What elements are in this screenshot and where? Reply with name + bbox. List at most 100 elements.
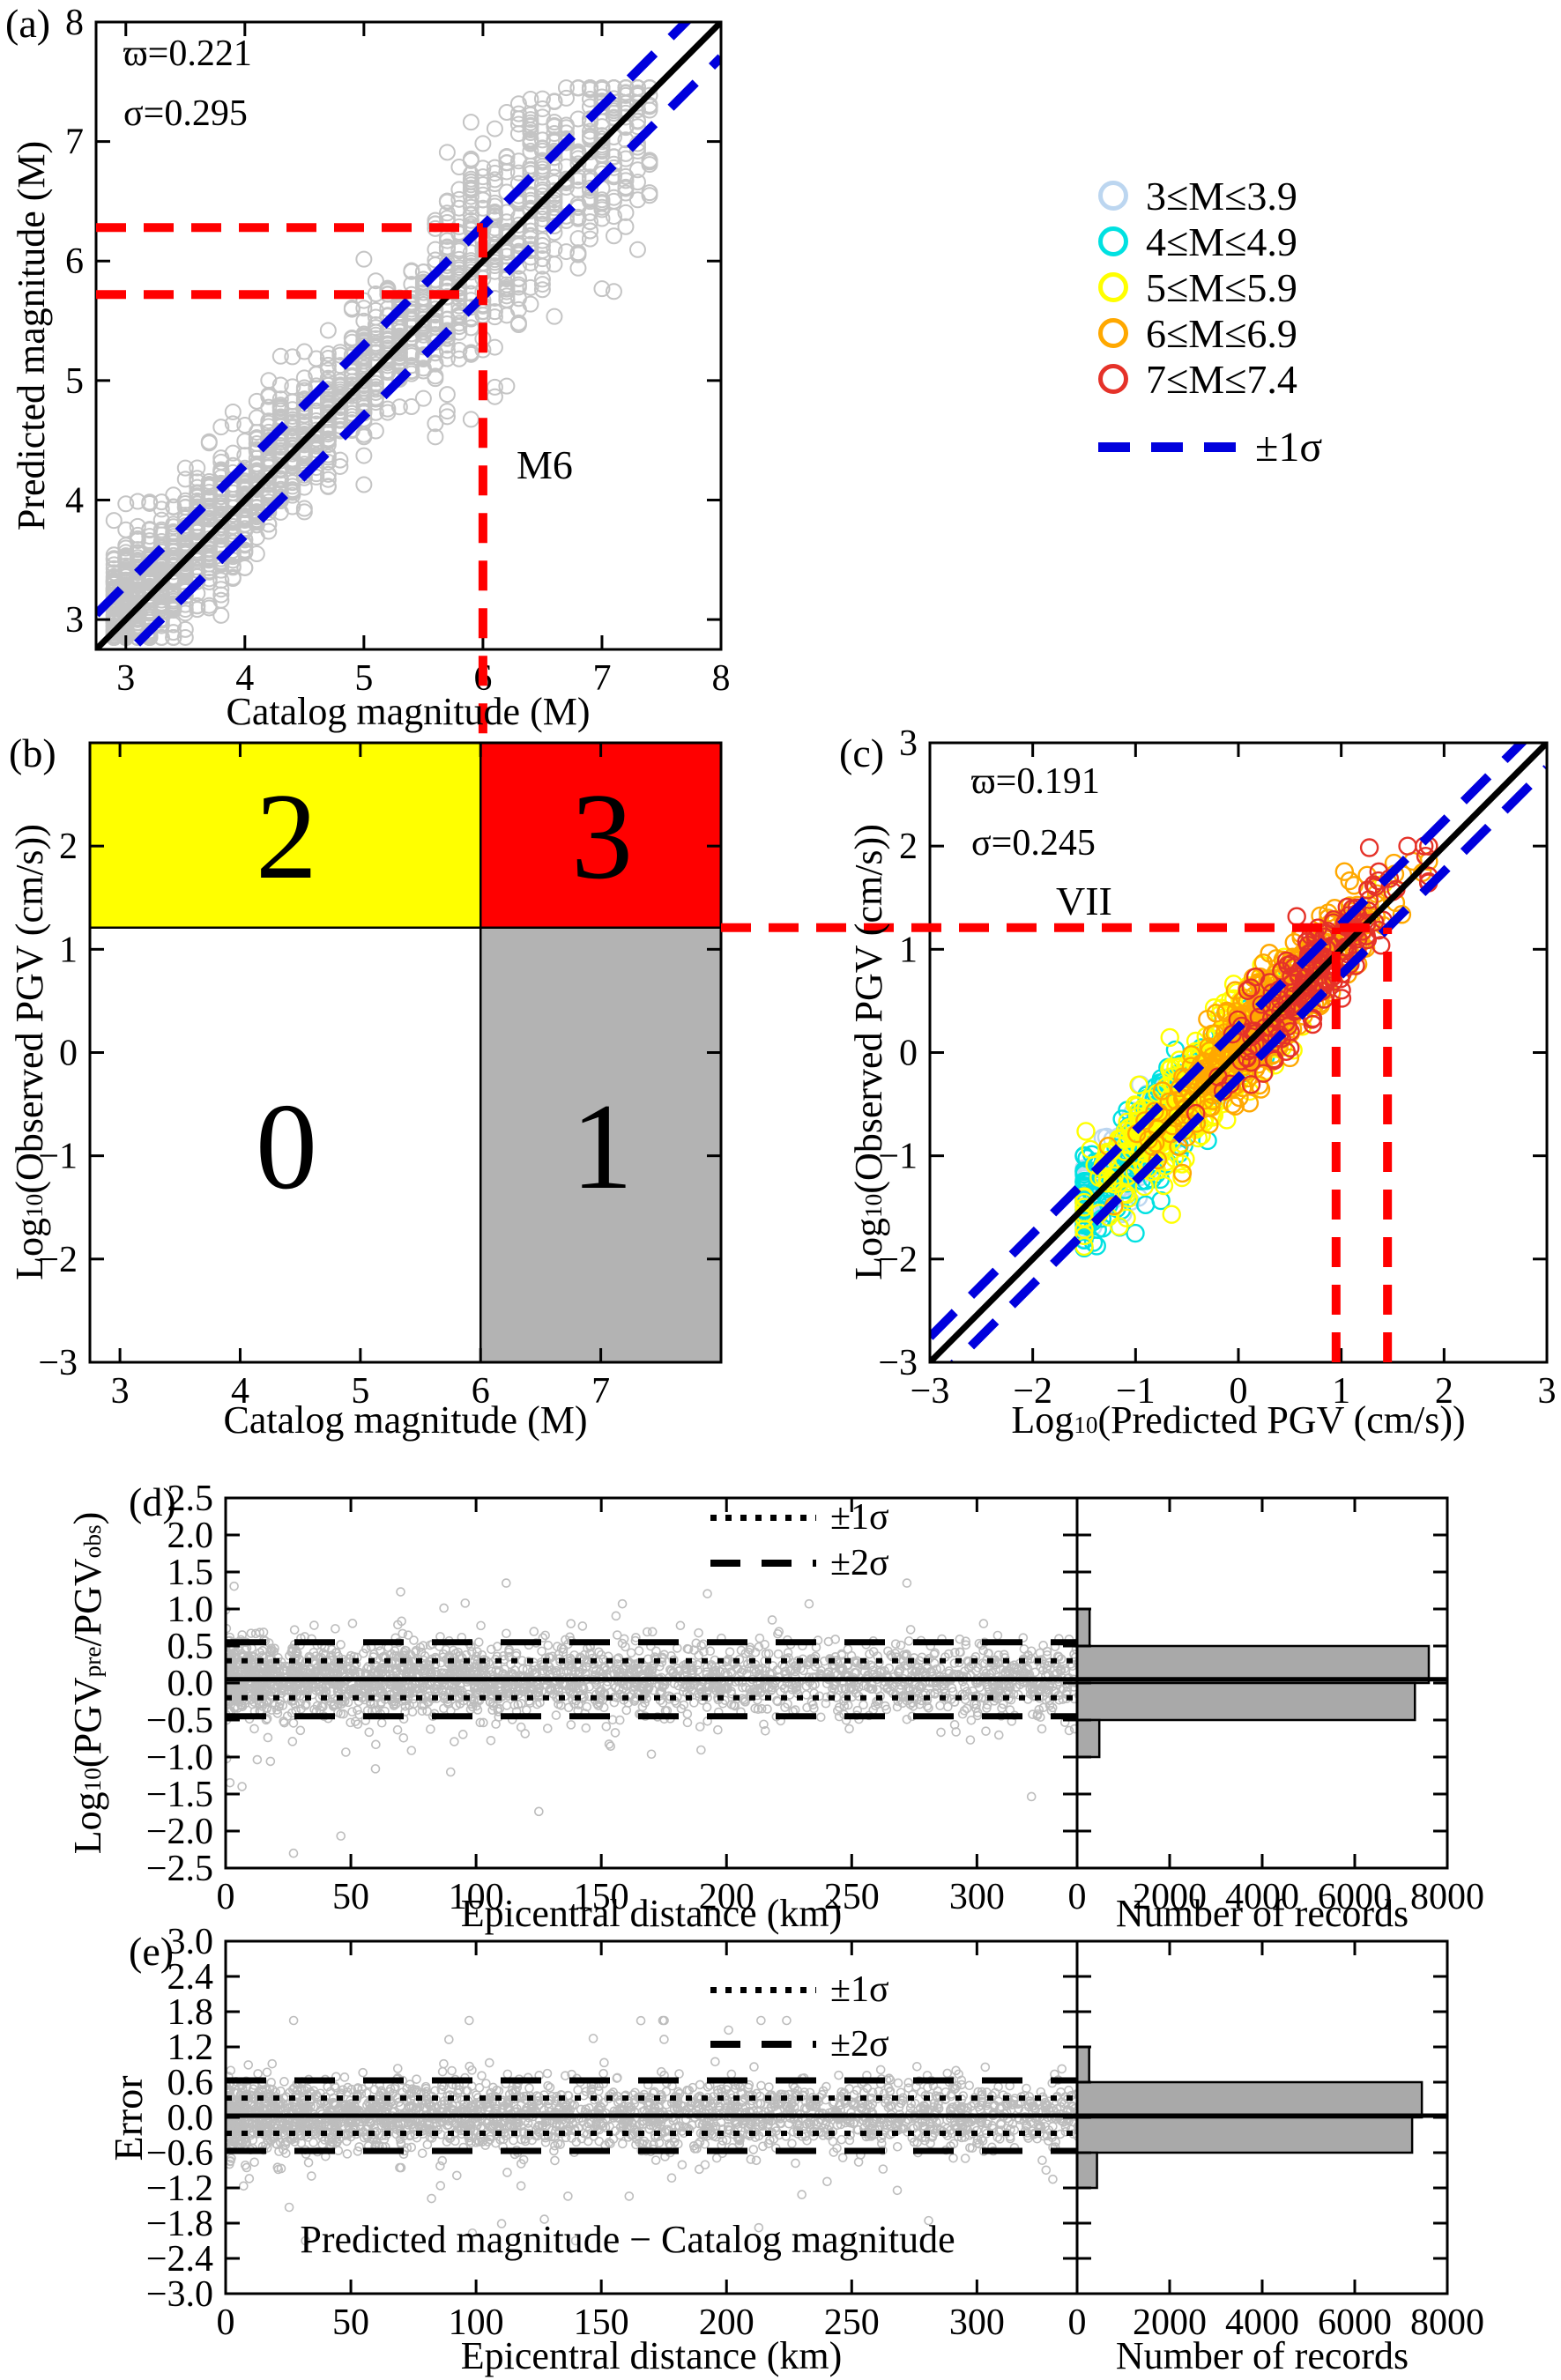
svg-text:7: 7 <box>592 658 611 699</box>
dotted-line-icon <box>710 1986 816 1993</box>
panel-b-yaxis-label: Log10(Observed PGV (cm/s)) <box>8 824 51 1280</box>
m5-ring-icon <box>1098 272 1128 302</box>
panel-d-letter: (d) <box>129 1479 176 1524</box>
svg-text:2: 2 <box>899 827 918 867</box>
svg-text:1: 1 <box>899 930 918 970</box>
panel-e-hist-xaxis-label: Number of records <box>1115 2334 1409 2377</box>
panel-b-letter: (b) <box>9 730 56 775</box>
svg-text:6: 6 <box>65 241 84 282</box>
panel-c-letter: (c) <box>839 730 885 775</box>
m3-ring-icon <box>1098 181 1128 211</box>
svg-text:8: 8 <box>65 3 84 43</box>
legend-item-m3: 3≤M≤3.9 <box>1098 173 1322 219</box>
panel-b-xaxis-label: Catalog magnitude (M) <box>223 1398 588 1442</box>
legend-item-m4: 4≤M≤4.9 <box>1098 219 1322 264</box>
hist-bar <box>1075 1644 1431 1685</box>
legend-item-m6: 6≤M≤6.9 <box>1098 310 1322 356</box>
panel-b-quadrant-2: 2 <box>256 768 317 905</box>
region-1 <box>480 927 721 1362</box>
svg-text:0: 0 <box>59 1034 78 1074</box>
m7-ring-icon <box>1098 364 1128 394</box>
panel-a-annotation-m6: M6 <box>517 442 573 487</box>
panel-e-yaxis-label: Error <box>106 2075 151 2161</box>
panel-c-annotation-vii: VII <box>1056 879 1112 923</box>
panel-a-frame <box>94 20 723 651</box>
m6-ring-icon <box>1098 318 1128 348</box>
region-3 <box>480 743 721 928</box>
panel-d-xaxis-label: Epicentral distance (km) <box>460 1892 843 1935</box>
hist-bar <box>1075 2151 1098 2190</box>
panel-b-quadrant-0: 0 <box>256 1079 317 1215</box>
svg-text:−2: −2 <box>1013 1371 1052 1412</box>
svg-text:−3: −3 <box>911 1371 950 1412</box>
panel-c-stat-sigma: σ=0.245 <box>971 823 1096 864</box>
region-2 <box>90 743 481 928</box>
hist-bar <box>1075 1718 1101 1759</box>
legend-item-m5: 5≤M≤5.9 <box>1098 264 1322 310</box>
panel-e-legend-1sigma: ±1σ <box>710 1967 889 2013</box>
magnitude-legend: 3≤M≤3.9 4≤M≤4.9 5≤M≤5.9 6≤M≤6.9 7≤M≤7.4 … <box>1098 173 1322 471</box>
svg-text:8: 8 <box>712 658 731 699</box>
hist-bar <box>1075 2116 1414 2154</box>
svg-text:3: 3 <box>65 600 84 641</box>
svg-text:6: 6 <box>472 1371 490 1412</box>
panel-c-xaxis-label: Log10(Predicted PGV (cm/s)) <box>1011 1398 1466 1442</box>
svg-text:3: 3 <box>1538 1371 1557 1412</box>
svg-text:−2: −2 <box>38 1240 78 1280</box>
svg-text:2: 2 <box>59 827 78 867</box>
panel-d-legend-1sigma: ±1σ <box>710 1494 889 1540</box>
svg-text:7: 7 <box>591 1371 610 1412</box>
panel-d-hist-xaxis-label: Number of records <box>1115 1892 1409 1935</box>
panel-e-legend: ±1σ ±2σ <box>710 1967 889 2067</box>
svg-text:5: 5 <box>354 658 373 699</box>
svg-text:0: 0 <box>899 1034 918 1074</box>
dashed-line-icon <box>710 1560 816 1567</box>
svg-text:4: 4 <box>231 1371 249 1412</box>
dashed-line-icon <box>710 2041 816 2048</box>
panel-e-xaxis-label: Epicentral distance (km) <box>460 2334 843 2377</box>
hist-bar <box>1075 1607 1091 1648</box>
panel-e-letter: (e) <box>129 1929 175 1974</box>
red-guide-lines <box>96 223 1393 1362</box>
dotted-line-icon <box>710 1514 816 1521</box>
svg-text:1: 1 <box>59 930 78 970</box>
svg-text:3: 3 <box>111 1371 130 1412</box>
svg-text:−1: −1 <box>878 1137 918 1177</box>
hist-bar <box>1075 2080 1423 2119</box>
svg-text:5: 5 <box>351 1371 369 1412</box>
svg-text:2: 2 <box>1435 1371 1453 1412</box>
panel-b-quadrant-1: 1 <box>571 1079 633 1215</box>
blue-dashed-line-icon <box>1098 442 1236 452</box>
svg-text:4: 4 <box>235 658 254 699</box>
panel-c-stat-mean: ϖ=0.191 <box>971 761 1100 802</box>
svg-text:−1: −1 <box>1116 1371 1156 1412</box>
svg-text:3: 3 <box>116 658 135 699</box>
panel-a-stat-mean: ϖ=0.221 <box>123 33 252 74</box>
svg-text:−2: −2 <box>878 1240 918 1280</box>
svg-text:5: 5 <box>65 361 84 402</box>
panel-a-yaxis-label: Predicted magnitude (M) <box>10 140 53 531</box>
svg-text:3: 3 <box>899 723 918 764</box>
panel-c-points <box>1074 836 1438 1257</box>
svg-text:1: 1 <box>1332 1371 1350 1412</box>
panel-a-stat-sigma: σ=0.295 <box>123 93 248 134</box>
m4-ring-icon <box>1098 226 1128 256</box>
panel-a-points <box>105 79 658 646</box>
panel-e-legend-2sigma: ±2σ <box>710 2021 889 2067</box>
svg-text:4: 4 <box>65 480 84 521</box>
panel-a-letter: (a) <box>5 1 51 46</box>
panel-d-legend-2sigma: ±2σ <box>710 1540 889 1586</box>
svg-text:7: 7 <box>65 122 84 163</box>
region-0 <box>90 927 481 1362</box>
hist-bar <box>1075 1681 1416 1722</box>
panel-d-legend: ±1σ ±2σ <box>710 1494 889 1586</box>
svg-text:−3: −3 <box>878 1343 918 1383</box>
panel-a-xaxis-label: Catalog magnitude (M) <box>226 690 591 733</box>
legend-item-sigma: ±1σ <box>1098 423 1322 471</box>
panel-d-points <box>226 1578 1077 1858</box>
svg-text:−3: −3 <box>38 1343 78 1383</box>
panel-e-annotation: Predicted magnitude − Catalog magnitude <box>300 2218 955 2261</box>
legend-item-m7: 7≤M≤7.4 <box>1098 356 1322 402</box>
